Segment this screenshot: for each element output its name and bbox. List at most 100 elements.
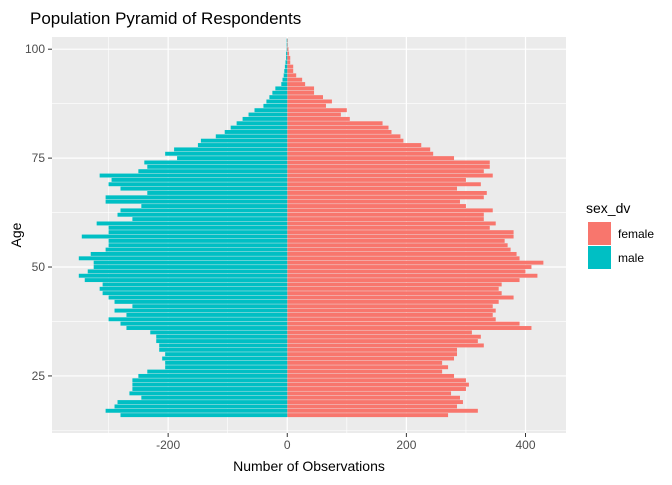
bar-female-age-79	[287, 138, 404, 143]
bar-male-age-86	[254, 108, 288, 113]
bar-female-age-70	[287, 177, 466, 182]
bar-male-age-50	[93, 265, 288, 269]
y-axis-title: Age	[8, 222, 24, 247]
bar-male-age-25	[138, 373, 288, 378]
bar-male-age-43	[108, 295, 288, 300]
bar-female-age-30	[287, 352, 458, 357]
bar-male-age-66	[105, 195, 288, 200]
bar-female-age-17	[287, 408, 478, 413]
bar-female-age-72	[287, 169, 484, 174]
bar-female-age-69	[287, 182, 481, 187]
bar-female-age-88	[287, 99, 332, 104]
bar-male-age-88	[266, 99, 288, 104]
bar-male-age-27	[165, 365, 288, 370]
bar-female-age-31	[287, 347, 458, 352]
bar-male-age-91	[275, 86, 288, 91]
bar-female-age-27	[287, 365, 449, 370]
bar-male-age-37	[120, 321, 288, 326]
bar-male-age-23	[132, 382, 288, 387]
bar-male-age-57	[81, 234, 288, 239]
bar-female-age-78	[287, 143, 422, 147]
bar-female-age-62	[287, 212, 484, 217]
bar-male-age-39	[126, 312, 288, 317]
bar-female-age-86	[287, 108, 347, 113]
bar-male-age-45	[99, 286, 288, 291]
bar-male-age-87	[263, 103, 288, 108]
bar-female-age-91	[287, 86, 315, 91]
bar-female-age-39	[287, 312, 493, 317]
bar-female-age-92	[287, 82, 306, 87]
bar-male-age-49	[87, 269, 288, 274]
bar-male-age-90	[272, 90, 288, 95]
bar-female-age-28	[287, 360, 443, 365]
bar-male-age-75	[177, 156, 288, 161]
bar-male-age-54	[105, 247, 288, 252]
bar-male-age-61	[132, 217, 288, 222]
bar-female-age-75	[287, 156, 455, 161]
bar-male-age-62	[117, 212, 288, 217]
bar-female-age-83	[287, 121, 383, 126]
bar-male-age-72	[138, 169, 288, 174]
bar-male-age-16	[120, 413, 288, 418]
bar-female-age-60	[287, 221, 496, 226]
bar-male-age-69	[108, 182, 288, 187]
bar-male-age-20	[141, 395, 288, 400]
bar-male-age-28	[165, 360, 288, 365]
legend-label-male: male	[618, 251, 644, 265]
bar-female-age-63	[287, 208, 493, 213]
bar-female-age-23	[287, 382, 469, 387]
bar-female-age-22	[287, 387, 466, 391]
bar-male-age-101	[286, 42, 288, 47]
bars	[78, 38, 544, 418]
bar-male-age-98	[286, 55, 288, 60]
bar-female-age-35	[287, 330, 472, 335]
bar-female-age-33	[287, 339, 478, 344]
bar-female-age-96	[287, 64, 294, 69]
bar-female-age-19	[287, 400, 463, 405]
bar-female-age-80	[287, 134, 401, 139]
bar-female-age-32	[287, 343, 484, 348]
bar-male-age-26	[147, 369, 288, 374]
bar-male-age-58	[108, 230, 288, 235]
bar-female-age-99	[287, 51, 290, 56]
bar-male-age-76	[165, 151, 288, 156]
bar-male-age-42	[114, 299, 288, 304]
bar-male-age-89	[269, 95, 288, 100]
bar-female-age-77	[287, 147, 431, 152]
bar-female-age-95	[287, 69, 294, 73]
bar-female-age-18	[287, 404, 458, 409]
bar-male-age-71	[99, 173, 288, 178]
y-tick-label: 25	[32, 369, 46, 383]
bar-female-age-26	[287, 369, 443, 374]
bar-female-age-101	[287, 42, 288, 47]
bar-male-age-31	[159, 347, 288, 352]
y-tick-label: 100	[25, 42, 45, 56]
bar-male-age-19	[117, 400, 288, 405]
bar-female-age-52	[287, 256, 520, 261]
bar-female-age-20	[287, 395, 460, 400]
bar-male-age-35	[150, 330, 288, 335]
bar-female-age-67	[287, 191, 487, 195]
bar-female-age-24	[287, 378, 466, 383]
bar-male-age-29	[162, 356, 288, 361]
bar-male-age-21	[129, 391, 288, 396]
y-tick-label: 75	[32, 151, 46, 165]
bar-male-age-64	[141, 204, 288, 208]
bar-female-age-82	[287, 125, 389, 130]
bar-female-age-73	[287, 164, 490, 169]
bar-female-age-98	[287, 55, 291, 60]
bar-male-age-48	[78, 273, 288, 278]
bar-female-age-74	[287, 160, 490, 165]
bar-male-age-99	[286, 51, 288, 56]
bar-male-age-80	[215, 134, 288, 139]
bar-male-age-56	[108, 238, 288, 243]
bar-male-age-24	[132, 378, 288, 383]
bar-male-age-94	[283, 73, 288, 78]
bar-male-age-30	[165, 352, 288, 357]
bar-male-age-47	[84, 278, 288, 283]
bar-female-age-55	[287, 243, 508, 248]
bar-male-age-93	[282, 77, 288, 82]
bar-male-age-96	[284, 64, 288, 69]
bar-female-age-34	[287, 334, 481, 339]
